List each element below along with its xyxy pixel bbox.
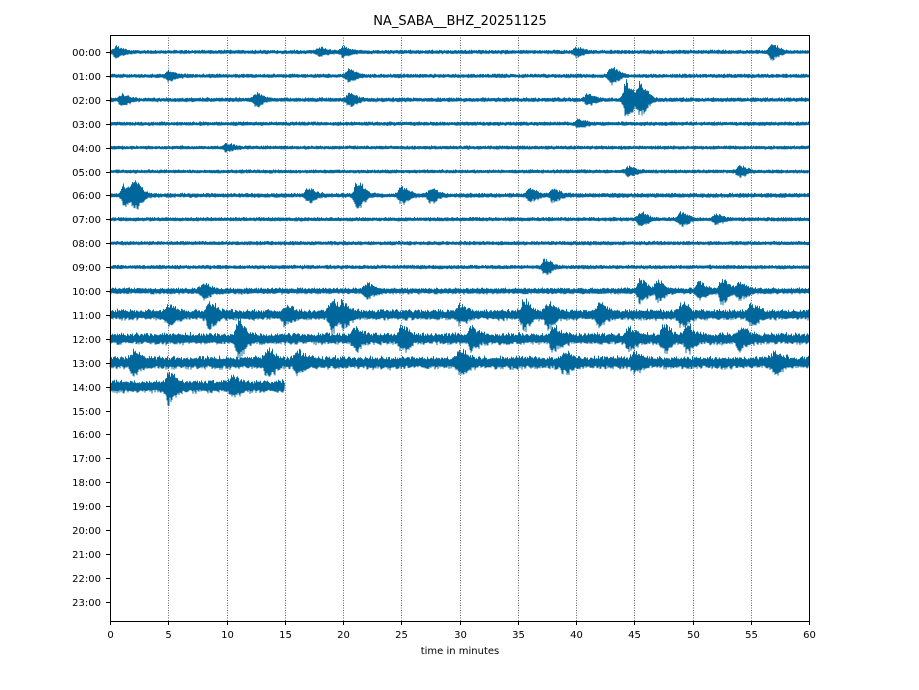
x-tick-label: 55 — [745, 630, 758, 641]
hour-label: 18:00 — [72, 478, 101, 489]
seismic-trace — [109, 317, 810, 360]
seismic-trace — [109, 44, 810, 61]
x-tick-label: 20 — [337, 630, 350, 641]
hour-label: 12:00 — [72, 335, 101, 346]
hour-label: 14:00 — [72, 383, 101, 394]
hour-label: 21:00 — [72, 550, 101, 561]
seismic-trace — [109, 278, 810, 306]
seismic-trace — [109, 371, 285, 407]
hour-label: 11:00 — [72, 311, 101, 322]
x-axis-ticks: 0 5 10 15 20 25 30 35 40 45 50 55 60 — [107, 621, 816, 641]
trace-layer — [109, 44, 810, 407]
x-axis-label: time in minutes — [421, 646, 500, 657]
seismic-trace — [109, 211, 810, 228]
x-tick-label: 60 — [803, 630, 816, 641]
hour-label: 09:00 — [72, 263, 101, 274]
seismic-trace — [109, 258, 810, 275]
seismic-trace — [109, 66, 810, 86]
hour-label: 05:00 — [72, 168, 101, 179]
seismic-trace — [109, 347, 810, 377]
x-tick-label: 0 — [107, 630, 113, 641]
seismic-trace — [109, 118, 810, 129]
hour-label: 19:00 — [72, 502, 101, 513]
hour-label: 22:00 — [72, 574, 101, 585]
seismic-trace — [109, 142, 810, 153]
x-tick-label: 45 — [628, 630, 641, 641]
hour-label: 03:00 — [72, 120, 101, 131]
hour-label: 20:00 — [72, 526, 101, 537]
seismic-trace — [109, 298, 810, 336]
seismic-trace — [109, 240, 810, 246]
seismic-trace — [109, 79, 810, 117]
x-tick-label: 25 — [395, 630, 408, 641]
hour-label: 02:00 — [72, 96, 101, 107]
x-tick-label: 15 — [279, 630, 292, 641]
seismic-trace — [109, 180, 810, 210]
hour-label: 08:00 — [72, 239, 101, 250]
seismic-trace — [109, 165, 810, 178]
hour-label: 01:00 — [72, 72, 101, 83]
hour-label: 17:00 — [72, 454, 101, 465]
hour-label: 13:00 — [72, 359, 101, 370]
hour-label: 10:00 — [72, 287, 101, 298]
hour-label: 00:00 — [72, 48, 101, 59]
y-axis-hour-labels: 00:00 01:00 02:00 03:00 04:00 05:00 06:00 07:00… — [72, 48, 110, 609]
hour-label: 16:00 — [72, 430, 101, 441]
x-tick-label: 5 — [165, 630, 171, 641]
hour-label: 06:00 — [72, 191, 101, 202]
hour-label: 04:00 — [72, 144, 101, 155]
x-tick-label: 50 — [687, 630, 700, 641]
x-tick-label: 30 — [454, 630, 467, 641]
x-tick-label: 40 — [570, 630, 583, 641]
hour-label: 07:00 — [72, 215, 101, 226]
hour-label: 15:00 — [72, 407, 101, 418]
x-tick-label: 10 — [221, 630, 234, 641]
x-tick-label: 35 — [512, 630, 525, 641]
hour-label: 23:00 — [72, 598, 101, 609]
chart-title: NA_SABA__BHZ_20251125 — [373, 14, 547, 29]
